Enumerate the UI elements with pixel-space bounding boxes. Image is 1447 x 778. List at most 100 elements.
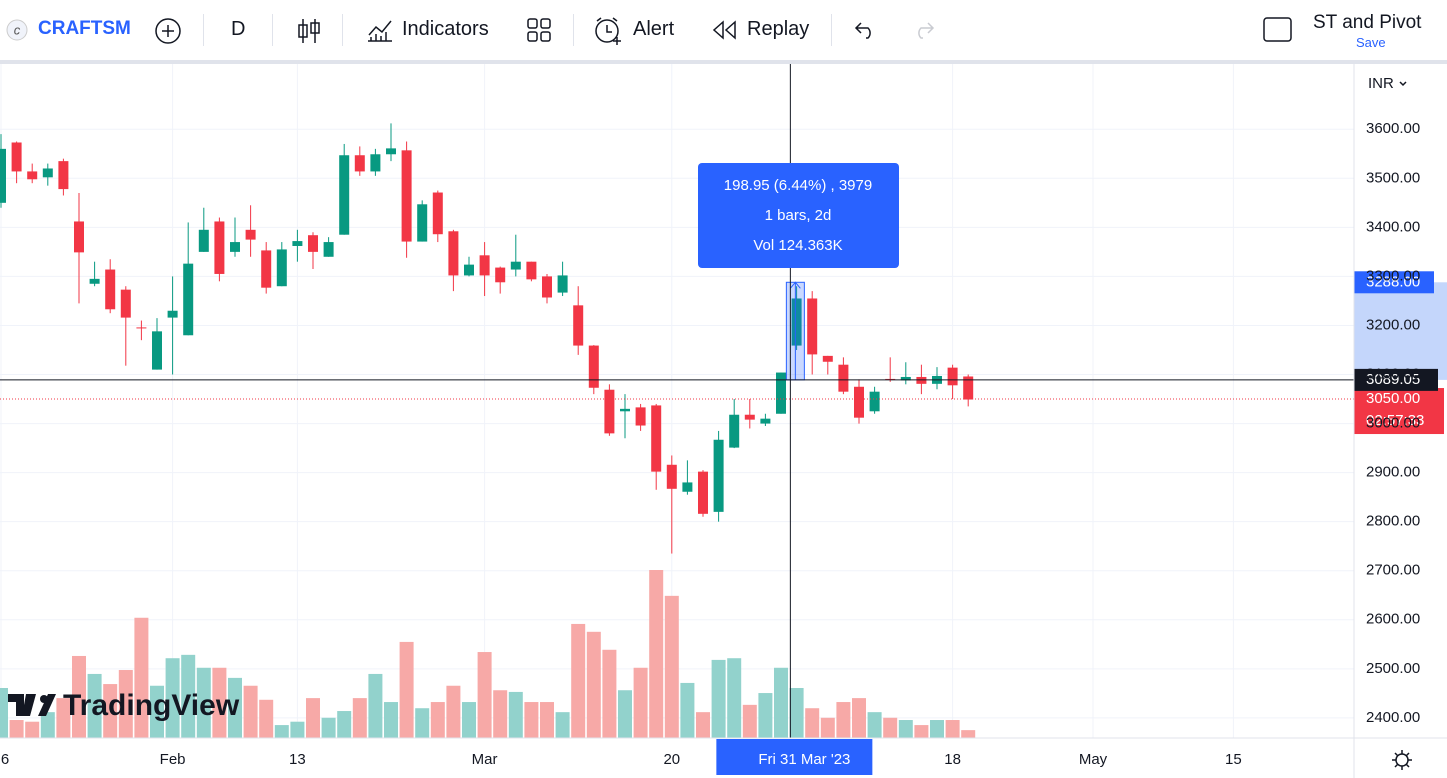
candle-body [963,376,974,400]
separator [831,14,832,46]
volume-bar [87,673,102,738]
candle-body [869,391,880,412]
currency[interactable]: INR [1368,75,1394,92]
volume-bar [883,717,898,738]
chart-type[interactable] [296,16,322,46]
measure-tooltip-text: 198.95 (6.44%) , 3979 [724,177,872,194]
alert[interactable]: Alert [633,18,675,40]
candle-body [822,355,833,362]
volume-bar [446,685,461,738]
candle-body [479,255,490,276]
volume-bar [352,698,367,738]
toolbar: c CRAFTSM D Indicators Alert Replay ST a… [0,0,1447,60]
candle-body [573,305,584,346]
layout-icon[interactable] [1262,16,1294,44]
separator [203,14,204,46]
volume-bar [25,721,40,738]
symbol[interactable]: CRAFTSM [38,18,131,39]
volume-bar [9,720,24,738]
candle-body [276,249,287,287]
volume-bar [649,570,664,738]
candle-body [417,204,428,242]
volume-bar [462,702,476,738]
y-tick-label: 3400.00 [1366,218,1420,235]
volume-bar [586,631,601,738]
volume-bar [555,712,570,738]
indicators-icon[interactable] [365,15,395,45]
x-tick-label: Feb [160,751,186,768]
candle-body [261,250,272,288]
candle-body [214,221,225,274]
volume-bar [571,623,586,738]
candle-body [713,439,724,512]
volume-bar [337,711,352,738]
volume-bar [664,595,679,738]
y-tick-label: 2700.00 [1366,562,1420,579]
volume-bar [415,708,430,738]
volume-bar [945,720,960,738]
volume-bar [368,673,383,738]
y-tick-label: 2900.00 [1366,464,1420,481]
x-tick-label: May [1079,751,1108,768]
chart: 198.95 (6.44%) , 3979 1 bars, 2d Vol 124.3… [0,64,1447,778]
candle-body [354,155,365,172]
x-tick-label: 20 [663,751,680,768]
candle-body [0,148,6,203]
volume-bar [774,667,788,738]
save[interactable]: Save [1356,35,1386,50]
layout-name[interactable]: ST and Pivot [1313,12,1422,33]
volume-bar [56,698,71,738]
volume-bar [914,725,929,738]
candle-body [323,242,334,257]
alert-icon[interactable] [593,15,625,47]
volume-bar [118,670,133,738]
candle-body [42,168,53,178]
volume-bar [618,690,632,738]
volume-bar [134,617,149,738]
interval[interactable]: D [231,18,246,40]
candle-body [495,267,506,283]
add-symbol[interactable] [153,16,183,46]
volume-bar [228,677,242,738]
volume-bar [150,685,164,738]
replay[interactable]: Replay [747,18,810,40]
price-axis-range [1354,282,1447,380]
candle-body [58,161,69,190]
separator [342,14,343,46]
volume-bar [961,730,976,738]
candle-body [105,269,116,310]
svg-text:c: c [14,22,21,37]
crosshair-date-label [716,739,873,775]
volume-bar [524,702,539,738]
candle-body [432,192,443,235]
candle-body [308,235,318,252]
candle-body [651,405,662,472]
candle-body [339,155,350,235]
volume-bar [274,725,289,738]
settings[interactable] [1392,750,1412,770]
candle-body [11,142,22,172]
volume-bar [290,721,305,738]
y-tick-label: 3000.00 [1366,415,1420,432]
candle-body [510,261,521,270]
volume-bar [602,649,617,738]
symbol-logo: c [6,19,28,41]
volume-bar [805,708,820,738]
candle-body [776,372,786,414]
volume-bar [430,702,445,738]
candle-body [744,414,755,420]
volume-bar [212,667,227,738]
volume-bar [196,667,211,738]
volume-bar [40,712,55,738]
candle-body [557,275,568,293]
watermark: TradingView [8,689,240,722]
y-tick-label: 3300.00 [1366,267,1420,284]
templates[interactable] [526,17,552,43]
replay-icon[interactable] [711,19,739,41]
undo[interactable] [853,19,879,41]
candle-body [916,376,927,384]
indicators[interactable]: Indicators [402,18,489,40]
watermark-text: TradingView [63,689,240,722]
measure-tooltip [698,163,899,268]
measure-tooltip-text: 1 bars, 2d [765,207,832,224]
